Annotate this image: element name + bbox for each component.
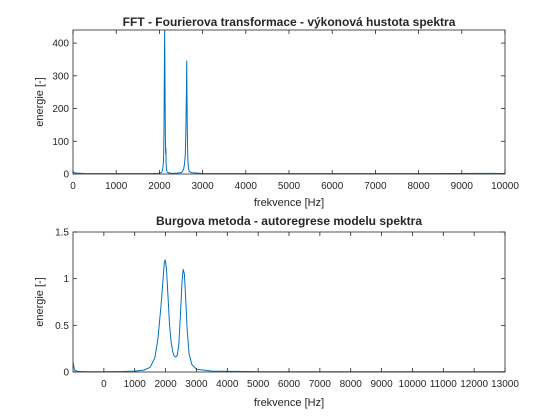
chart-title: Burgova metoda - autoregrese modelu spek… (156, 214, 422, 228)
x-tick-label: 10000 (399, 379, 427, 390)
x-tick-label: 5000 (247, 379, 270, 390)
chart-burg: Burgova metoda - autoregrese modelu spek… (34, 214, 519, 409)
x-axis-label: frekvence [Hz] (254, 397, 324, 409)
x-tick-label: 6000 (321, 181, 344, 192)
series-layer (72, 29, 506, 175)
x-tick-label: 0 (101, 379, 107, 390)
x-tick-label: 3000 (185, 379, 208, 390)
x-tick-label: 4000 (216, 379, 239, 390)
x-tick-label: 4000 (235, 181, 258, 192)
x-tick-label: 1000 (105, 181, 128, 192)
series-layer (72, 259, 505, 373)
chart-title: FFT - Fourierova transformace - výkonová… (123, 15, 456, 29)
y-tick-label: 0 (63, 170, 69, 181)
x-ticks: 0 1000 2000 3000 4000 5000 6000 7000 8000 9000 100… (101, 232, 519, 390)
x-tick-label: 2000 (154, 379, 177, 390)
x-tick-label: 0 (70, 181, 76, 192)
x-tick-label: 9000 (451, 181, 474, 192)
x-tick-label: 2000 (148, 181, 171, 192)
y-tick-label: 0.5 (55, 321, 69, 332)
x-tick-label: 7000 (364, 181, 387, 192)
plot-area (73, 30, 505, 174)
x-tick-label: 13000 (491, 379, 519, 390)
x-tick-label: 11000 (430, 379, 458, 390)
y-tick-label: 100 (52, 137, 69, 148)
y-tick-label: 1.5 (55, 228, 69, 239)
x-tick-label: 9000 (370, 379, 393, 390)
y-tick-label: 400 (52, 39, 69, 50)
x-tick-label: 12000 (460, 379, 488, 390)
series-line (72, 259, 505, 373)
chart-fft: FFT - Fourierova transformace - výkonová… (34, 15, 519, 209)
x-ticks: 0 1000 2000 3000 4000 5000 6000 7000 8000 9000 100… (70, 30, 519, 192)
y-tick-label: 1 (63, 274, 69, 285)
y-tick-label: 200 (52, 104, 69, 115)
y-tick-label: 300 (52, 71, 69, 82)
y-axis-label: energie [-] (34, 277, 46, 327)
x-tick-label: 1000 (124, 379, 147, 390)
x-axis-label: frekvence [Hz] (254, 197, 324, 209)
y-ticks: 0 100 200 300 400 (52, 39, 505, 181)
series-line (72, 29, 506, 175)
y-axis-label: energie [-] (34, 77, 46, 127)
x-tick-label: 8000 (340, 379, 363, 390)
x-tick-label: 7000 (309, 379, 332, 390)
y-tick-label: 0 (63, 368, 69, 379)
x-tick-label: 5000 (278, 181, 301, 192)
x-tick-label: 8000 (407, 181, 430, 192)
y-ticks: 0 0.5 1 1.5 (55, 228, 505, 379)
x-tick-label: 10000 (491, 181, 519, 192)
x-tick-label: 3000 (191, 181, 214, 192)
x-tick-label: 6000 (278, 379, 301, 390)
plot-area (73, 232, 505, 372)
